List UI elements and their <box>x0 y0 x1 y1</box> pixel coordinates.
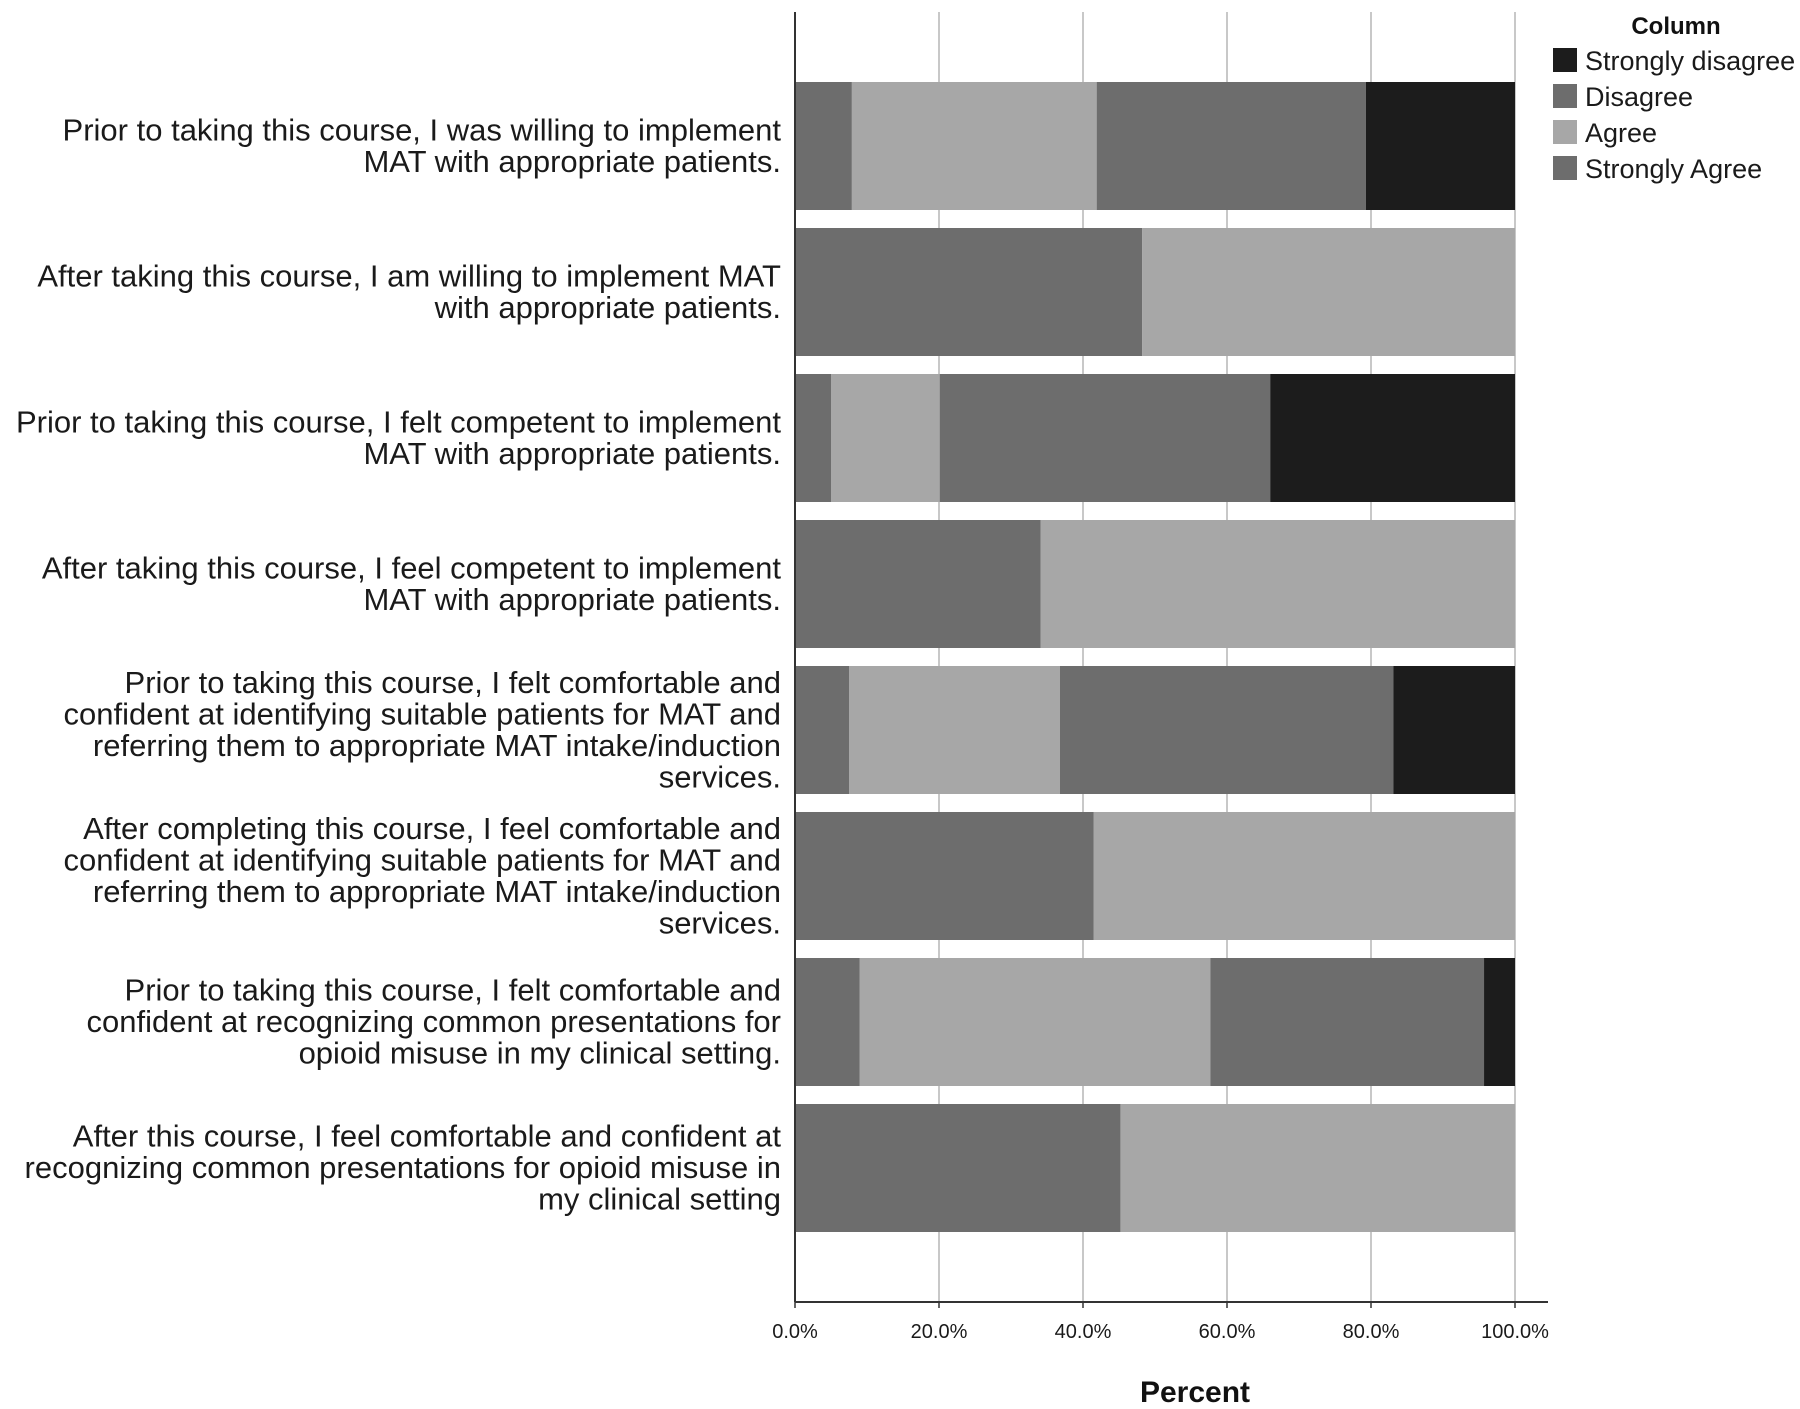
bar-segment-strongly-agree <box>795 958 860 1086</box>
bar-segment-agree <box>859 958 1211 1086</box>
bar-segment-agree <box>1093 812 1515 940</box>
bar-segment-strongly-agree <box>795 812 1094 940</box>
legend-label: Strongly disagree <box>1585 46 1795 76</box>
legend-label: Disagree <box>1585 82 1693 112</box>
bar-segment-agree <box>1142 228 1515 356</box>
legend-swatch <box>1553 156 1577 180</box>
category-label-line: with appropriate patients. <box>434 290 781 325</box>
category-label-line: recognizing common presentations for opi… <box>25 1150 781 1185</box>
category-label-line: After taking this course, I feel compete… <box>42 550 782 585</box>
bar-segment-strongly-agree <box>795 82 852 210</box>
category-label-line: After this course, I feel comfortable an… <box>73 1119 782 1154</box>
category-label-line: After completing this course, I feel com… <box>83 811 781 846</box>
category-label-line: MAT with appropriate patients. <box>363 436 781 471</box>
category-label-line: confident at identifying suitable patien… <box>64 842 781 877</box>
category-label: After this course, I feel comfortable an… <box>25 1119 782 1217</box>
bar-segment-strongly-agree <box>795 520 1041 648</box>
category-label: After taking this course, I feel compete… <box>42 550 782 617</box>
category-label-line: my clinical setting <box>538 1182 781 1217</box>
bar-segment-disagree <box>1210 958 1485 1086</box>
bars <box>795 82 1515 1232</box>
category-label-line: Prior to taking this course, I was willi… <box>63 112 782 147</box>
category-label-line: referring them to appropriate MAT intake… <box>93 874 781 909</box>
x-tick-label: 100.0% <box>1481 1321 1549 1343</box>
category-label-line: Prior to taking this course, I felt comf… <box>125 973 781 1008</box>
x-tick-labels: 0.0% 20.0% 40.0% 60.0% 80.0% 100.0% <box>772 1302 1549 1343</box>
category-label-line: confident at identifying suitable patien… <box>64 696 781 731</box>
bar-segment-agree <box>831 374 940 502</box>
legend-label: Agree <box>1585 118 1657 148</box>
bar-segment-strongly-disagree <box>1484 958 1515 1086</box>
x-tick-label: 40.0% <box>1055 1321 1112 1343</box>
category-label-line: opioid misuse in my clinical setting. <box>299 1036 781 1071</box>
category-label-line: services. <box>659 905 781 940</box>
category-label-line: Prior to taking this course, I felt comp… <box>16 404 781 439</box>
category-label: Prior to taking this course, I felt comf… <box>87 973 781 1071</box>
category-label: After completing this course, I feel com… <box>64 811 781 941</box>
x-tick-label: 20.0% <box>911 1321 968 1343</box>
x-tick-label: 80.0% <box>1343 1321 1400 1343</box>
bar-segment-strongly-agree <box>795 374 831 502</box>
category-label: Prior to taking this course, I felt comf… <box>64 665 781 795</box>
category-label-line: MAT with appropriate patients. <box>363 144 781 179</box>
bar-segment-strongly-disagree <box>1393 666 1515 794</box>
bar-segment-agree <box>1120 1104 1515 1232</box>
gridlines <box>938 12 1516 1302</box>
legend-label: Strongly Agree <box>1585 154 1762 184</box>
bar-segment-disagree <box>939 374 1271 502</box>
category-label-line: referring them to appropriate MAT intake… <box>93 728 781 763</box>
bar-segment-strongly-disagree <box>1270 374 1515 502</box>
category-label-line: services. <box>659 759 781 794</box>
category-label-line: MAT with appropriate patients. <box>363 582 781 617</box>
legend-swatch <box>1553 120 1577 144</box>
bar-segment-strongly-disagree <box>1365 82 1515 210</box>
category-label-line: After taking this course, I am willing t… <box>37 258 781 293</box>
category-label-line: confident at recognizing common presenta… <box>87 1004 781 1039</box>
category-label: Prior to taking this course, I was willi… <box>63 112 782 179</box>
bar-segment-agree <box>849 666 1060 794</box>
x-tick-label: 0.0% <box>772 1321 818 1343</box>
bar-segment-strongly-agree <box>795 666 849 794</box>
category-labels: Prior to taking this course, I was willi… <box>16 112 781 1216</box>
bar-segment-strongly-agree <box>795 1104 1121 1232</box>
legend-title: Column <box>1631 13 1720 40</box>
category-label: Prior to taking this course, I felt comp… <box>16 404 781 471</box>
legend-swatch <box>1553 84 1577 108</box>
bar-segment-strongly-agree <box>795 228 1143 356</box>
bar-segment-disagree <box>1096 82 1366 210</box>
x-axis-title: Percent <box>1140 1376 1250 1409</box>
category-label-line: Prior to taking this course, I felt comf… <box>125 665 781 700</box>
bar-segment-agree <box>1040 520 1515 648</box>
x-tick-label: 60.0% <box>1199 1321 1256 1343</box>
category-label: After taking this course, I am willing t… <box>37 258 781 325</box>
bar-segment-disagree <box>1059 666 1394 794</box>
legend: Column Strongly disagree Disagree Agree Str… <box>1553 13 1795 184</box>
legend-swatch <box>1553 48 1577 72</box>
bar-segment-agree <box>851 82 1097 210</box>
